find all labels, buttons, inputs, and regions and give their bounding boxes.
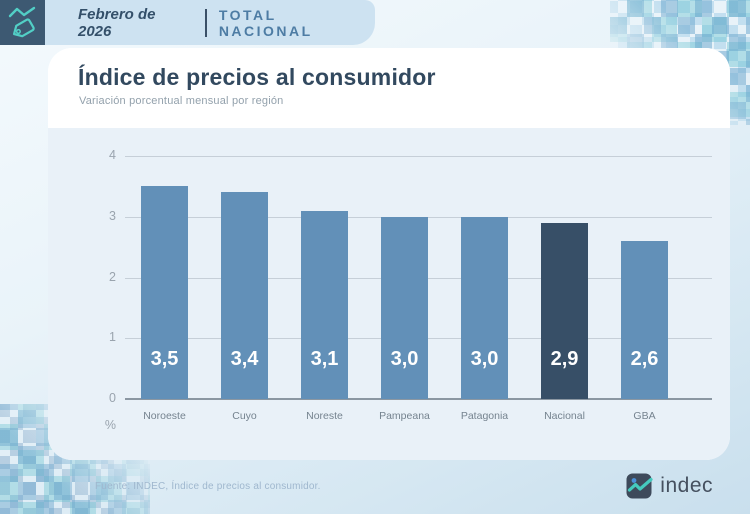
bar-value-label: 3,5 [150,348,179,370]
x-axis-label: Pampeana [379,410,430,422]
y-axis-unit-label: % [104,418,116,432]
x-axis-label: Noroeste [143,410,186,422]
y-tick-label: 1 [109,330,116,345]
bar-patagonia: 3,0 [461,216,508,399]
top-bar: Febrero de 2026 TOTAL NACIONAL [45,0,375,45]
bar-value-label: 3,1 [310,347,339,370]
bar-noroeste: 3,5 [141,186,188,399]
page-subtitle: Variación porcentual mensual por región [79,95,284,107]
price-tag-icon [0,0,45,45]
bar-nacional: 2,9 [541,222,588,399]
x-axis-label: Noreste [306,410,343,422]
x-axis-label: Cuyo [232,410,257,422]
bar-value-label: 3,0 [470,348,499,370]
bar-pampeana: 3,0 [381,216,428,399]
x-axis-label: Nacional [544,410,585,422]
y-tick-label: 0 [109,391,116,405]
bar-value-label: 3,0 [390,348,419,370]
card-header: Índice de precios al consumidor Variació… [48,48,730,128]
chart-card: Índice de precios al consumidor Variació… [48,48,730,460]
indec-logo-icon [626,473,653,499]
bar-value-label: 3,4 [230,347,259,370]
bar-value-label: 2,6 [630,347,659,370]
bar-noreste: 3,1 [301,210,348,399]
bar-gba: 2,6 [621,241,668,399]
x-axis-label: Patagonia [460,410,509,422]
x-axis-label: GBA [633,410,656,422]
header-divider [204,8,207,37]
scope-label: TOTAL NACIONAL [218,6,313,39]
bar-cuyo: 3,4 [221,192,268,399]
source-note: Fuente: INDEC, Índice de precios al cons… [95,481,321,492]
bar-value-label: 2,9 [550,347,579,370]
period-label: Febrero de 2026 [78,5,156,40]
bar-chart: 4 3 2 1 0% 3,5 Noroeste 3,4 Cuyo 3,1 Noreste 3,0 Pam… [48,128,730,460]
y-tick-label: 2 [109,269,116,284]
page-title: Índice de precios al consumidor [78,64,436,90]
y-tick-label: 4 [109,148,116,162]
indec-logo: indec [626,472,713,499]
gridline-0 [125,398,712,400]
indec-logo-text: indec [660,473,713,497]
y-tick-label: 3 [109,208,116,223]
gridline-4 [125,156,712,157]
